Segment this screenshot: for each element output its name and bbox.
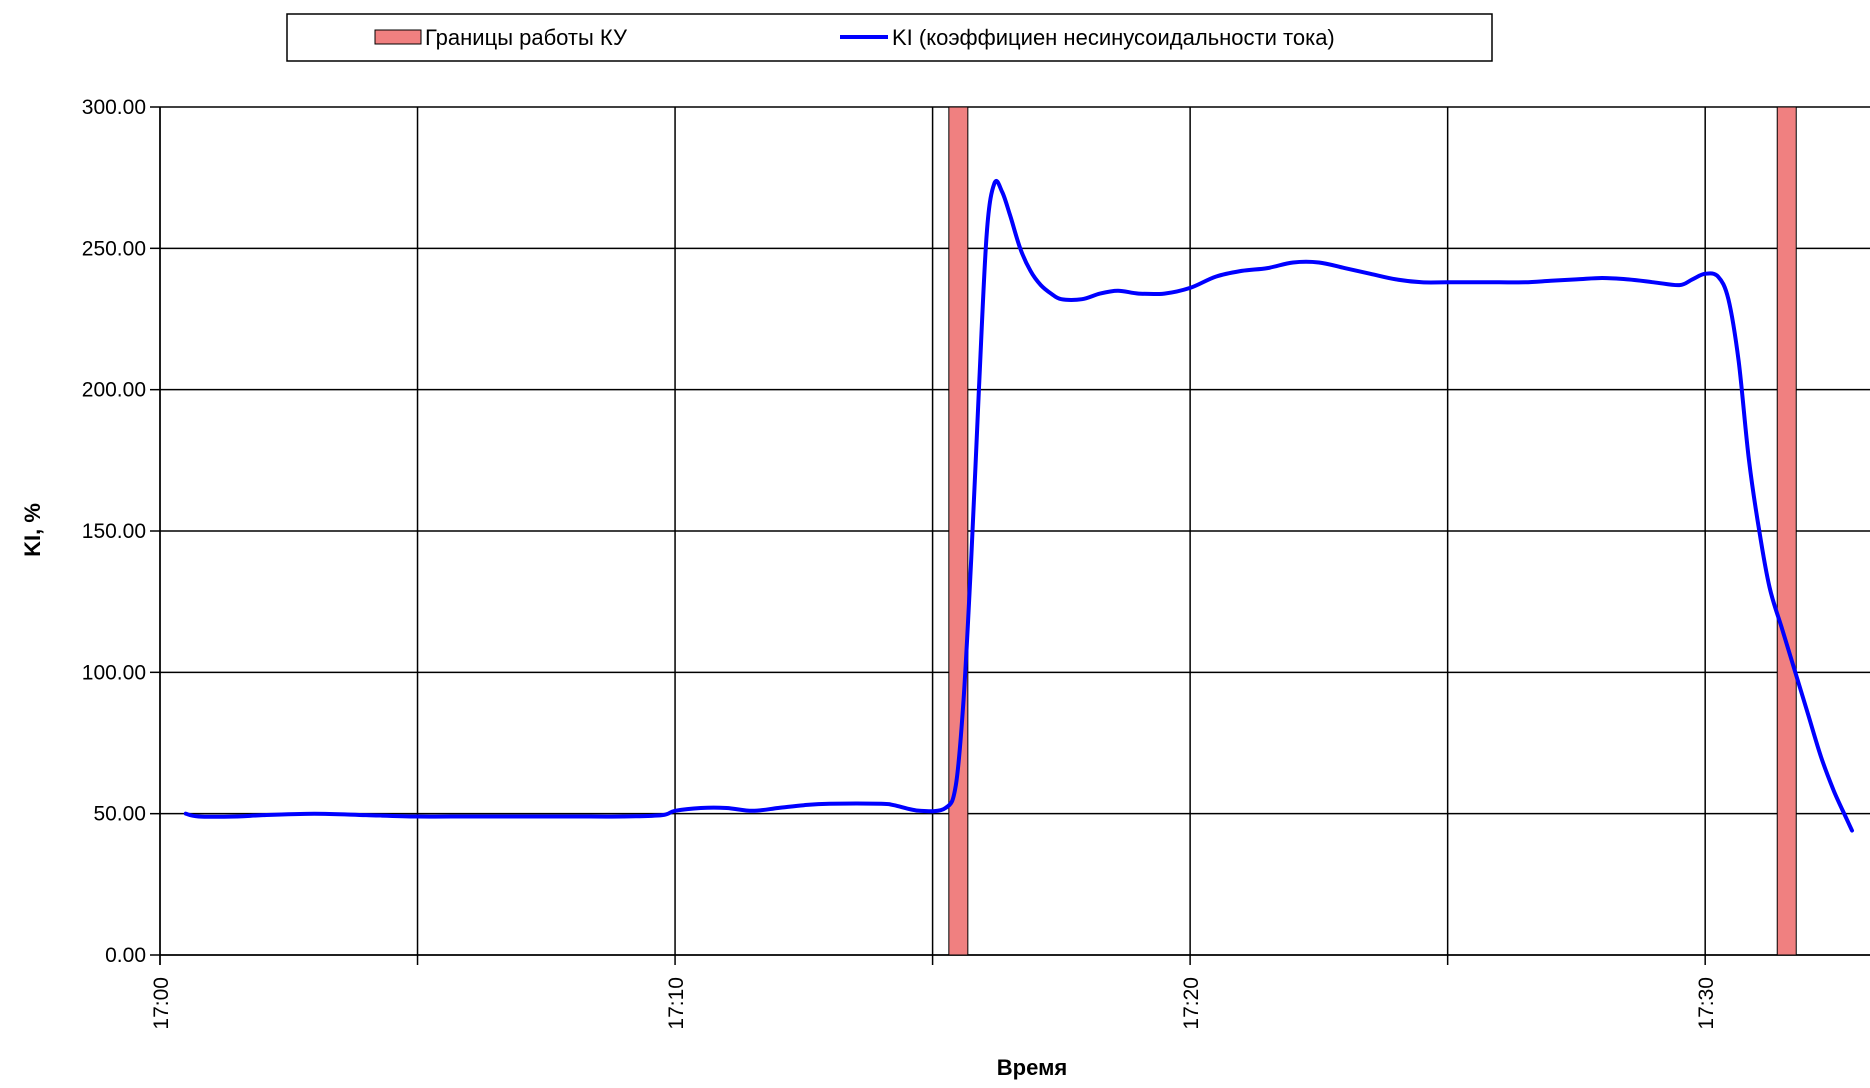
gridlines <box>159 106 1870 965</box>
y-axis-ticks: 0.00 50.00 100.00 150.00 200.00 250.00 300.00 <box>82 96 160 967</box>
y-axis-title: KI, % <box>20 503 45 557</box>
legend-swatch-band <box>374 29 422 45</box>
y-tick-label-2: 100.00 <box>82 661 146 684</box>
x-tick-label-4: 17:20 <box>1180 977 1203 1030</box>
legend-label-band: Границы работы КУ <box>425 25 628 50</box>
x-axis-ticks: 17:00 17:10 17:20 17:30 <box>150 955 1718 1030</box>
x-tick-label-6: 17:30 <box>1695 977 1718 1030</box>
ku-boundary-bands <box>948 106 1797 956</box>
x-tick-label-2: 17:10 <box>665 977 688 1030</box>
y-tick-label-4: 200.00 <box>82 379 146 402</box>
ki-series-line <box>183 178 1854 833</box>
legend: Границы работы КУ KI (коэффициен несинус… <box>286 13 1493 62</box>
x-axis-title: Время <box>997 1055 1067 1080</box>
y-tick-label-3: 150.00 <box>82 520 146 543</box>
y-tick-label-5: 250.00 <box>82 237 146 260</box>
legend-box <box>286 13 1493 62</box>
ku-band-1 <box>1776 106 1797 956</box>
y-tick-label-0: 0.00 <box>105 944 146 967</box>
ku-band-0 <box>948 106 969 956</box>
ki-line-path <box>183 178 1854 833</box>
y-tick-label-6: 300.00 <box>82 96 146 119</box>
legend-label-line: KI (коэффициен несинусоидальности тока) <box>892 25 1335 50</box>
x-tick-label-0: 17:00 <box>150 977 173 1030</box>
y-tick-label-1: 50.00 <box>93 803 146 826</box>
